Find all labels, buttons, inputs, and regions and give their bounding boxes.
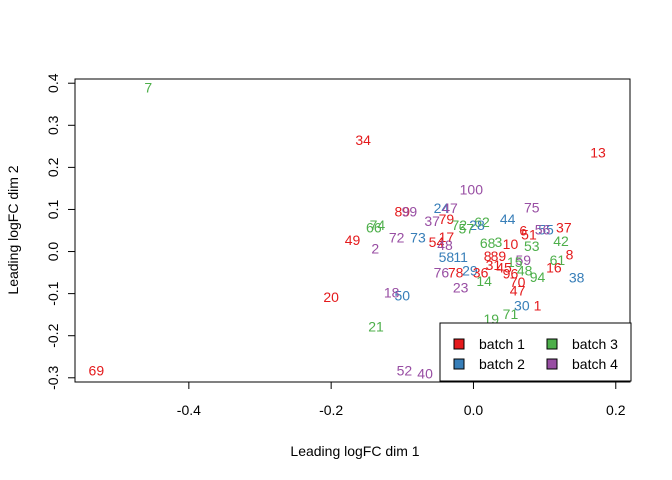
point-label: 15 bbox=[507, 254, 523, 270]
point-label: 68 bbox=[480, 235, 496, 251]
point-label: 6 bbox=[519, 223, 527, 239]
point-label: 48 bbox=[437, 237, 453, 253]
point-label: 53 bbox=[524, 238, 540, 254]
x-axis-label: Leading logFC dim 1 bbox=[290, 443, 419, 459]
point-label: 100 bbox=[460, 182, 484, 198]
point-label: 56 bbox=[535, 222, 551, 238]
point-label: 76 bbox=[434, 265, 450, 281]
point-label: 44 bbox=[500, 211, 516, 227]
point-label: 59 bbox=[515, 252, 531, 268]
point-label: 37 bbox=[424, 213, 440, 229]
point-label: 71 bbox=[503, 306, 519, 322]
point-label: 3 bbox=[494, 234, 502, 250]
point-label: 73 bbox=[410, 230, 426, 246]
point-label: 78 bbox=[448, 265, 464, 281]
x-tick-label: -0.2 bbox=[319, 402, 343, 418]
point-label: 72 bbox=[451, 217, 467, 233]
point-label: 66 bbox=[366, 220, 382, 236]
legend-box bbox=[439, 322, 632, 382]
y-tick-label: 0.0 bbox=[45, 242, 61, 262]
point-label: 18 bbox=[384, 284, 400, 300]
point-label: 2 bbox=[371, 241, 379, 257]
point-label: 36 bbox=[473, 265, 489, 281]
legend: batch 1 batch 2 batch 3 batch 4 bbox=[439, 322, 632, 382]
legend-entry: batch 1 bbox=[479, 336, 525, 352]
y-tick-label: -0.1 bbox=[45, 281, 61, 305]
y-tick-label: -0.2 bbox=[45, 323, 61, 347]
point-label: 40 bbox=[417, 366, 433, 382]
legend-swatch bbox=[453, 338, 465, 350]
y-axis-label: Leading logFC dim 2 bbox=[5, 165, 21, 294]
y-tick-label: 0.3 bbox=[45, 115, 61, 135]
point-label: 10 bbox=[503, 236, 519, 252]
point-label: 49 bbox=[345, 232, 361, 248]
x-tick-label: -0.4 bbox=[177, 402, 201, 418]
point-label: 37 bbox=[556, 220, 572, 236]
point-label: 8 bbox=[484, 248, 492, 264]
point-label: 48 bbox=[517, 262, 533, 278]
point-label: 29 bbox=[462, 262, 478, 278]
point-label: 94 bbox=[530, 269, 546, 285]
point-label: 11 bbox=[453, 249, 468, 265]
x-tick-label: 0.0 bbox=[464, 402, 484, 418]
point-label: 89 bbox=[395, 204, 411, 220]
point-label: 75 bbox=[524, 199, 540, 215]
x-axis: -0.4 -0.2 0.0 0.2 bbox=[177, 381, 626, 418]
point-label: 28 bbox=[469, 217, 485, 233]
point-label: 38 bbox=[569, 270, 585, 286]
point-label: 34 bbox=[355, 132, 371, 148]
legend-swatch bbox=[546, 358, 558, 370]
point-label: 55 bbox=[538, 222, 554, 238]
legend-swatch bbox=[546, 338, 558, 350]
point-label: 57 bbox=[459, 220, 475, 236]
point-label: 72 bbox=[389, 230, 405, 246]
point-label: 52 bbox=[397, 363, 413, 379]
point-label: 30 bbox=[514, 297, 530, 313]
point-label: 31 bbox=[486, 257, 502, 273]
legend-entry: batch 4 bbox=[572, 356, 618, 372]
point-label: 58 bbox=[439, 249, 455, 265]
point-label: 8 bbox=[566, 246, 574, 262]
point-label: 24 bbox=[434, 200, 450, 216]
point-label: 42 bbox=[553, 233, 569, 249]
point-label: 47 bbox=[510, 283, 526, 299]
y-axis: -0.3 -0.2 -0.1 0.0 0.1 0.2 0.3 0.4 bbox=[45, 73, 76, 390]
point-label: 61 bbox=[550, 252, 566, 268]
point-label: 96 bbox=[503, 265, 519, 281]
legend-swatch bbox=[453, 358, 465, 370]
point-label: 17 bbox=[439, 229, 455, 245]
point-label: 51 bbox=[521, 227, 537, 243]
point-label: 69 bbox=[89, 363, 105, 379]
point-label: 50 bbox=[395, 288, 411, 304]
point-label: 23 bbox=[453, 279, 469, 295]
x-tick-label: 0.2 bbox=[606, 402, 626, 418]
y-tick-label: 0.4 bbox=[45, 73, 61, 93]
point-label: 14 bbox=[476, 273, 492, 289]
point-label: 1 bbox=[534, 297, 542, 313]
point-label: 45 bbox=[496, 260, 512, 276]
y-tick-label: 0.2 bbox=[45, 157, 61, 177]
point-label: 99 bbox=[402, 204, 418, 220]
point-label: 47 bbox=[442, 200, 458, 216]
point-label: 13 bbox=[590, 145, 606, 161]
point-label: 7 bbox=[144, 79, 152, 95]
point-label: 79 bbox=[439, 211, 455, 227]
point-label: 74 bbox=[370, 217, 386, 233]
point-label: 54 bbox=[429, 234, 445, 250]
point-label: 20 bbox=[323, 289, 339, 305]
point-label: 70 bbox=[510, 274, 526, 290]
point-label: 89 bbox=[491, 248, 507, 264]
legend-entry: batch 2 bbox=[479, 356, 525, 372]
y-tick-label: -0.3 bbox=[45, 366, 61, 390]
point-label: 21 bbox=[368, 318, 384, 334]
legend-entry: batch 3 bbox=[572, 336, 618, 352]
point-label: 62 bbox=[474, 214, 490, 230]
point-label: 16 bbox=[546, 260, 562, 276]
y-tick-label: 0.1 bbox=[45, 200, 61, 220]
